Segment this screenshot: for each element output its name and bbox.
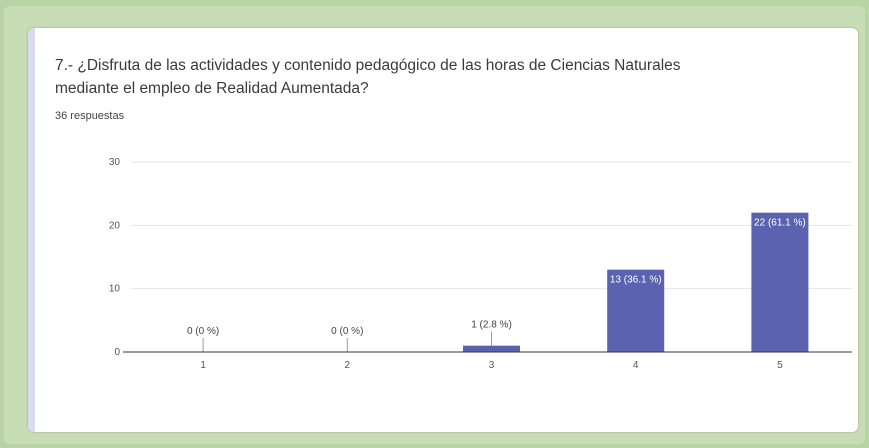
x-tick-label: 3 <box>489 360 495 371</box>
question-text: 7.- ¿Disfruta de las actividades y conte… <box>55 54 815 100</box>
x-tick-label: 4 <box>633 360 639 371</box>
bar <box>463 345 520 352</box>
data-label: 0 (0 %) <box>187 326 219 337</box>
data-label: 0 (0 %) <box>331 326 363 337</box>
data-label: 1 (2.8 %) <box>471 320 512 331</box>
bar <box>607 269 665 352</box>
card-accent-bar <box>28 28 35 432</box>
question-line-2: mediante el empleo de Realidad Aumentada… <box>55 80 369 97</box>
bar <box>751 212 809 352</box>
x-tick-label: 2 <box>345 360 351 371</box>
y-tick-label: 30 <box>109 157 121 168</box>
y-tick-label: 0 <box>114 347 120 358</box>
question-line-1: 7.- ¿Disfruta de las actividades y conte… <box>55 57 681 74</box>
question-card: 7.- ¿Disfruta de las actividades y conte… <box>28 28 858 432</box>
response-count: 36 respuestas <box>55 110 125 122</box>
x-tick-label: 5 <box>777 360 783 371</box>
y-tick-label: 10 <box>109 284 121 295</box>
data-label: 13 (36.1 %) <box>610 275 662 286</box>
x-tick-label: 1 <box>200 360 206 371</box>
bar-chart: 0 10 20 30 0 (0 %) 1 0 (0 %) 2 1 (2.8 %) 3 13 (36.… <box>109 157 852 371</box>
y-tick-label: 20 <box>109 220 121 231</box>
data-label: 22 (61.1 %) <box>754 218 806 229</box>
